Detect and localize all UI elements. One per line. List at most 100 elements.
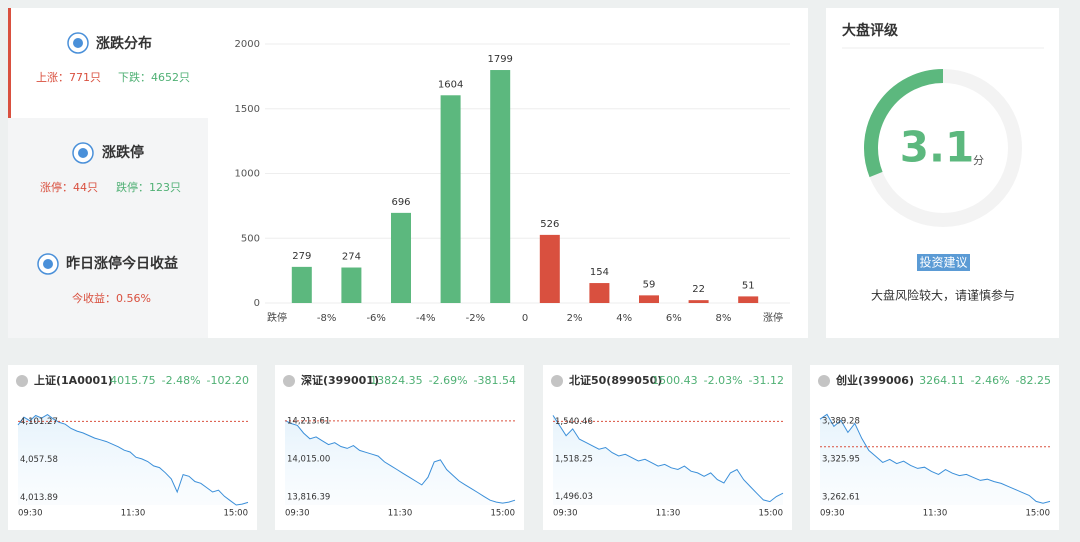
area [553, 415, 783, 505]
x-tick-label: 11:30 [121, 509, 146, 519]
bar [639, 295, 659, 303]
quote-value: -2.48% [162, 374, 201, 387]
index-name: 上证(1A0001) [34, 373, 113, 387]
clock-icon [16, 375, 28, 387]
clock-icon [283, 375, 295, 387]
value-label: 154 [590, 267, 609, 278]
gauge-arc [864, 69, 944, 178]
y-tick-label: 4,101.27 [20, 417, 58, 427]
y-tick-label: 3,262.61 [822, 492, 860, 502]
price-line [819, 413, 1051, 504]
x-tick-label: 15:00 [224, 509, 249, 519]
icon-dot [73, 38, 83, 48]
rating-card [826, 8, 1059, 338]
x-tick-label: 09:30 [18, 509, 43, 519]
quote-value: -381.54 [474, 374, 516, 387]
x-tick-label: -4% [416, 313, 435, 324]
y-tick-label: 4,013.89 [20, 493, 58, 503]
area [820, 414, 1050, 505]
value-label: 696 [391, 197, 410, 208]
bar [440, 95, 461, 303]
quote-value: -31.12 [749, 374, 784, 387]
quote-value: 13824.35 [370, 374, 423, 387]
quote: 13824.35 -2.69% -381.54 [370, 374, 516, 387]
x-tick-label: 11:30 [923, 509, 948, 519]
x-tick-label: 跌停 [267, 311, 287, 324]
sidebar-title: 昨日涨停今日收益 [66, 255, 178, 272]
y-tick-label: 3,325.95 [822, 454, 860, 464]
x-tick-label: 0 [522, 313, 528, 324]
bar [539, 234, 560, 303]
x-tick-label: -8% [317, 313, 336, 324]
value-label: 59 [643, 279, 656, 290]
y-tick-label: 14,213.61 [287, 416, 330, 426]
sidebar-stat: 今收益：0.56% [72, 291, 151, 305]
quote-value: 1500.43 [652, 374, 698, 387]
bar [738, 296, 759, 303]
y-tick-label: 0 [254, 298, 260, 309]
value-label: 526 [540, 219, 559, 230]
price-line [552, 415, 784, 503]
y-tick-label: 3,389.28 [822, 416, 860, 426]
bar [341, 267, 362, 303]
price-line [17, 413, 249, 506]
bar [688, 300, 709, 303]
sidebar-title: 涨跌停 [102, 144, 144, 161]
value-label: 1604 [438, 79, 463, 90]
x-tick-label: -6% [366, 313, 385, 324]
sidebar-stat: 下跌：4652只 [118, 70, 190, 84]
x-tick-label: 15:00 [1026, 509, 1051, 519]
index-name: 深证(399001) [301, 373, 379, 387]
clock-icon [551, 375, 563, 387]
y-tick-label: 13,816.39 [287, 493, 330, 503]
button-bg [917, 254, 970, 271]
value-label: 1799 [487, 54, 512, 65]
icon-dot [78, 148, 88, 158]
active-marker [8, 8, 11, 118]
quote: 4015.75 -2.48% -102.20 [110, 374, 249, 387]
y-tick-label: 2000 [235, 39, 260, 50]
quote-value: 4015.75 [110, 374, 156, 387]
index-name: 北证50(899050) [569, 373, 662, 387]
value-label: 51 [742, 280, 755, 291]
clock-icon [818, 375, 830, 387]
y-tick-label: 1,518.25 [555, 454, 593, 464]
x-tick-label: 8% [715, 313, 731, 324]
x-tick-label: 2% [567, 313, 583, 324]
x-tick-label: 11:30 [656, 509, 681, 519]
value-label: 22 [692, 284, 705, 295]
x-tick-label: 15:00 [759, 509, 784, 519]
bar [291, 266, 312, 303]
quote: 1500.43 -2.03% -31.12 [652, 374, 784, 387]
quote-value: -2.69% [429, 374, 468, 387]
x-tick-label: 09:30 [820, 509, 845, 519]
quote: 3264.11 -2.46% -82.25 [919, 374, 1051, 387]
sidebar-bg [8, 118, 208, 338]
x-tick-label: 4% [616, 313, 632, 324]
quote-value: 3264.11 [919, 374, 965, 387]
x-tick-label: 09:30 [553, 509, 578, 519]
advice-button[interactable]: 投资建议 [919, 255, 967, 270]
price-line [284, 420, 516, 504]
sidebar-title: 涨跌分布 [96, 35, 152, 52]
value-label: 279 [292, 251, 311, 262]
x-tick-label: 6% [666, 313, 682, 324]
y-tick-label: 1500 [235, 104, 260, 115]
sidebar-stat: 跌停：123只 [116, 180, 181, 194]
card-title: 大盘评级 [842, 22, 899, 39]
index-name: 创业(399006) [835, 373, 914, 387]
sidebar-stat: 涨停：44只 [40, 180, 98, 194]
y-tick-label: 1,540.46 [555, 417, 593, 427]
sidebar-stat: 上涨：771只 [36, 71, 101, 84]
y-tick-label: 14,015.00 [287, 454, 330, 464]
bar [589, 283, 610, 303]
gauge-unit: 分 [973, 154, 984, 167]
advice-text: 大盘风险较大，请谨慎参与 [871, 288, 1015, 303]
bar [490, 70, 511, 303]
area [18, 414, 248, 505]
quote-value: -102.20 [207, 374, 249, 387]
y-tick-label: 4,057.58 [20, 455, 58, 465]
gauge-value: 3.1 [900, 123, 974, 172]
